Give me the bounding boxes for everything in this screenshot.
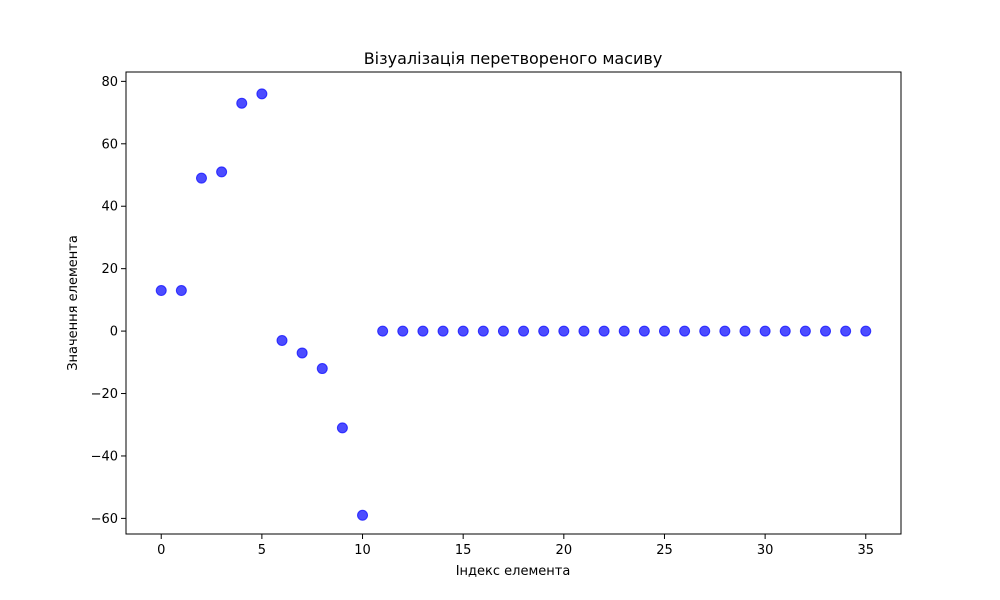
- data-point: [216, 166, 228, 178]
- data-point: [397, 325, 409, 337]
- y-tick-label: 0: [110, 325, 118, 340]
- data-point: [457, 325, 469, 337]
- data-point: [739, 325, 751, 337]
- data-point: [236, 97, 248, 109]
- y-tick-label: 60: [101, 137, 118, 152]
- data-point: [538, 325, 550, 337]
- x-tick-label: 5: [258, 543, 266, 558]
- y-tick-label: −20: [91, 387, 118, 402]
- y-tick-label: 80: [101, 75, 118, 90]
- data-point: [256, 88, 268, 100]
- data-point: [618, 325, 630, 337]
- data-point: [175, 285, 187, 297]
- data-point: [638, 325, 650, 337]
- data-point: [276, 334, 288, 346]
- y-tick-label: −60: [91, 512, 118, 527]
- data-point: [437, 325, 449, 337]
- data-point: [558, 325, 570, 337]
- x-tick-label: 10: [354, 543, 371, 558]
- data-point: [820, 325, 832, 337]
- data-point: [336, 422, 348, 434]
- data-point: [377, 325, 389, 337]
- data-point: [719, 325, 731, 337]
- data-point: [699, 325, 711, 337]
- data-point: [779, 325, 791, 337]
- x-tick-label: 15: [455, 543, 472, 558]
- data-point: [296, 347, 308, 359]
- data-point: [357, 509, 369, 521]
- data-point: [477, 325, 489, 337]
- data-point: [518, 325, 530, 337]
- chart-title: Візуалізація перетвореного масиву: [364, 49, 663, 68]
- x-tick-label: 35: [857, 543, 874, 558]
- y-tick-label: −40: [91, 449, 118, 464]
- x-tick-label: 20: [556, 543, 573, 558]
- data-point: [840, 325, 852, 337]
- data-point: [155, 285, 167, 297]
- data-point: [658, 325, 670, 337]
- data-point: [598, 325, 610, 337]
- x-axis-title: Індекс елемента: [456, 564, 571, 579]
- data-point: [679, 325, 691, 337]
- data-point: [417, 325, 429, 337]
- data-point: [195, 172, 207, 184]
- x-tick-label: 25: [656, 543, 673, 558]
- y-tick-label: 40: [101, 200, 118, 215]
- x-axis: 0 5 10 15 20 25 30 35: [157, 534, 874, 558]
- y-axis: −60 −40 −20 0 20 40 60 80: [91, 75, 126, 527]
- data-point: [497, 325, 509, 337]
- data-point: [799, 325, 811, 337]
- y-tick-label: 20: [101, 262, 118, 277]
- data-point: [316, 363, 328, 375]
- plot-area: [155, 88, 872, 521]
- data-point: [578, 325, 590, 337]
- data-point: [860, 325, 872, 337]
- x-tick-label: 30: [757, 543, 774, 558]
- x-tick-label: 0: [157, 543, 165, 558]
- y-axis-title: Значення елемента: [66, 235, 81, 371]
- plot-frame: [125, 71, 902, 535]
- data-point: [759, 325, 771, 337]
